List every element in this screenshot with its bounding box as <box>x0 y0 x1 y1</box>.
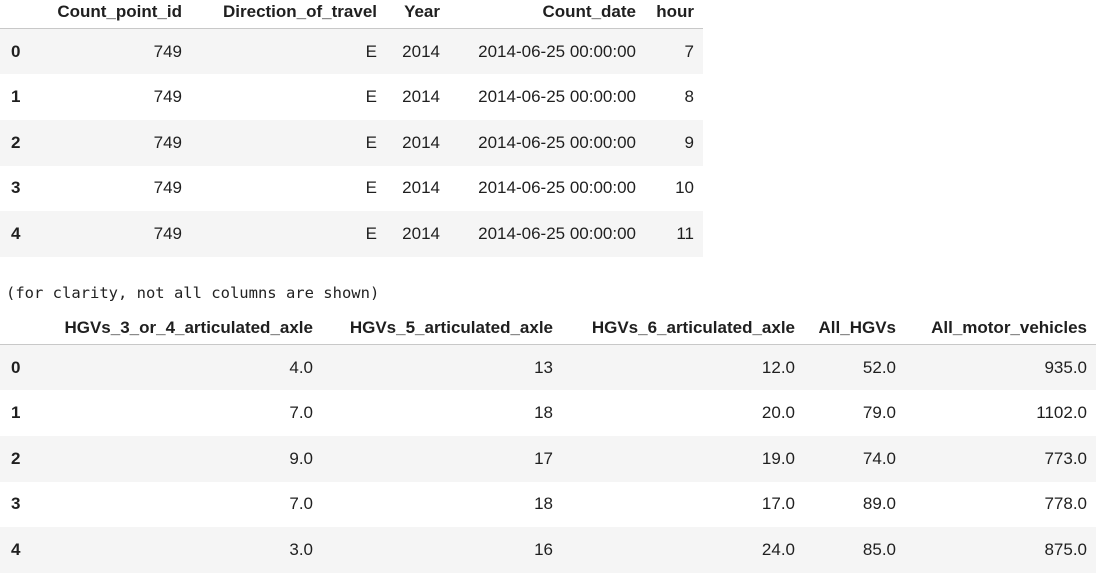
cell-count-date: 2014-06-25 00:00:00 <box>478 178 636 198</box>
cell-all-hgvs: 74.0 <box>862 448 896 468</box>
cell-hgvs-3-or-4-articulated-axle: 3.0 <box>289 540 313 560</box>
table-row: 0 749 E 2014 2014-06-25 00:00:00 7 <box>0 28 703 75</box>
row-index: 1 <box>11 87 21 107</box>
table-row: 0 4.0 13 12.0 52.0 935.0 <box>0 344 1096 391</box>
cell-direction-of-travel: E <box>365 178 377 198</box>
cell-hgvs-3-or-4-articulated-axle: 7.0 <box>289 494 313 514</box>
cell-hgvs-5-articulated-axle: 18 <box>534 403 553 423</box>
columns-note: (for clarity, not all columns are shown) <box>6 284 380 302</box>
row-index: 4 <box>11 224 21 244</box>
cell-year: 2014 <box>402 87 440 107</box>
cell-year: 2014 <box>402 224 440 244</box>
cell-hgvs-6-articulated-axle: 17.0 <box>761 494 795 514</box>
index-header <box>0 0 32 29</box>
row-index: 4 <box>11 540 21 560</box>
cell-hour: 9 <box>684 132 694 152</box>
table-row: 2 9.0 17 19.0 74.0 773.0 <box>0 435 1096 482</box>
cell-hgvs-3-or-4-articulated-axle: 7.0 <box>289 403 313 423</box>
cell-hour: 11 <box>676 224 694 244</box>
cell-hgvs-6-articulated-axle: 12.0 <box>761 357 795 377</box>
table-row: 2 749 E 2014 2014-06-25 00:00:00 9 <box>0 119 703 166</box>
cell-all-motor-vehicles: 875.0 <box>1044 540 1087 560</box>
row-index: 2 <box>11 448 21 468</box>
cell-all-motor-vehicles: 1102.0 <box>1036 403 1087 423</box>
cell-all-motor-vehicles: 773.0 <box>1044 448 1087 468</box>
cell-all-motor-vehicles: 778.0 <box>1044 494 1087 514</box>
cell-year: 2014 <box>402 132 440 152</box>
cell-count-point-id: 749 <box>153 87 182 107</box>
table-row: 4 3.0 16 24.0 85.0 875.0 <box>0 527 1096 573</box>
cell-all-hgvs: 79.0 <box>862 403 896 423</box>
table-header-row: Count_point_id Direction_of_travel Year … <box>0 0 703 29</box>
cell-hgvs-5-articulated-axle: 18 <box>534 494 553 514</box>
cell-year: 2014 <box>402 41 440 61</box>
cell-hgvs-6-articulated-axle: 19.0 <box>761 448 795 468</box>
cell-count-point-id: 749 <box>153 178 182 198</box>
column-header-year: Year <box>404 2 440 21</box>
column-header-all-hgvs: All_HGVs <box>818 318 896 337</box>
column-header-hour: hour <box>656 2 694 21</box>
row-index: 3 <box>11 178 21 198</box>
cell-hgvs-5-articulated-axle: 17 <box>534 448 553 468</box>
cell-count-date: 2014-06-25 00:00:00 <box>478 224 636 244</box>
cell-count-date: 2014-06-25 00:00:00 <box>478 132 636 152</box>
table-row: 1 749 E 2014 2014-06-25 00:00:00 8 <box>0 74 703 120</box>
table-header-row: HGVs_3_or_4_articulated_axle HGVs_5_arti… <box>0 312 1096 345</box>
column-header-hgvs-5-articulated-axle: HGVs_5_articulated_axle <box>349 318 553 337</box>
column-header-count-point-id: Count_point_id <box>57 2 182 21</box>
row-index: 0 <box>11 41 21 61</box>
cell-all-hgvs: 52.0 <box>862 357 896 377</box>
cell-hour: 10 <box>675 178 694 198</box>
cell-hgvs-3-or-4-articulated-axle: 4.0 <box>289 357 313 377</box>
cell-direction-of-travel: E <box>365 41 377 61</box>
cell-count-date: 2014-06-25 00:00:00 <box>478 41 636 61</box>
dataframe-table-times: Count_point_id Direction_of_travel Year … <box>0 0 703 257</box>
row-index: 2 <box>11 132 21 152</box>
cell-hgvs-6-articulated-axle: 24.0 <box>761 540 795 560</box>
cell-hgvs-6-articulated-axle: 20.0 <box>761 403 795 423</box>
cell-direction-of-travel: E <box>365 132 377 152</box>
cell-hgvs-5-articulated-axle: 16 <box>534 540 553 560</box>
cell-count-point-id: 749 <box>153 41 182 61</box>
cell-hgvs-3-or-4-articulated-axle: 9.0 <box>289 448 313 468</box>
column-header-hgvs-3-or-4-articulated-axle: HGVs_3_or_4_articulated_axle <box>64 318 313 337</box>
row-index: 1 <box>11 403 21 423</box>
column-header-all-motor-vehicles: All_motor_vehicles <box>931 318 1087 337</box>
table-row: 4 749 E 2014 2014-06-25 00:00:00 11 <box>0 211 703 257</box>
cell-count-point-id: 749 <box>153 132 182 152</box>
column-header-hgvs-6-articulated-axle: HGVs_6_articulated_axle <box>591 318 795 337</box>
index-header <box>0 312 32 345</box>
cell-count-date: 2014-06-25 00:00:00 <box>478 87 636 107</box>
row-index: 3 <box>11 494 21 514</box>
cell-hgvs-5-articulated-axle: 13 <box>534 357 553 377</box>
cell-hour: 7 <box>684 41 694 61</box>
cell-all-motor-vehicles: 935.0 <box>1044 357 1087 377</box>
column-header-count-date: Count_date <box>542 2 637 21</box>
row-index: 0 <box>11 357 21 377</box>
cell-direction-of-travel: E <box>365 87 377 107</box>
cell-count-point-id: 749 <box>153 224 182 244</box>
table-row: 1 7.0 18 20.0 79.0 1102.0 <box>0 390 1096 436</box>
table-row: 3 7.0 18 17.0 89.0 778.0 <box>0 482 1096 528</box>
cell-all-hgvs: 89.0 <box>862 494 896 514</box>
cell-direction-of-travel: E <box>365 224 377 244</box>
cell-all-hgvs: 85.0 <box>862 540 896 560</box>
dataframe-table-hgv-counts: HGVs_3_or_4_articulated_axle HGVs_5_arti… <box>0 312 1096 573</box>
cell-hour: 8 <box>684 87 694 107</box>
cell-year: 2014 <box>402 178 440 198</box>
table-row: 3 749 E 2014 2014-06-25 00:00:00 10 <box>0 166 703 212</box>
column-header-direction-of-travel: Direction_of_travel <box>223 2 377 21</box>
